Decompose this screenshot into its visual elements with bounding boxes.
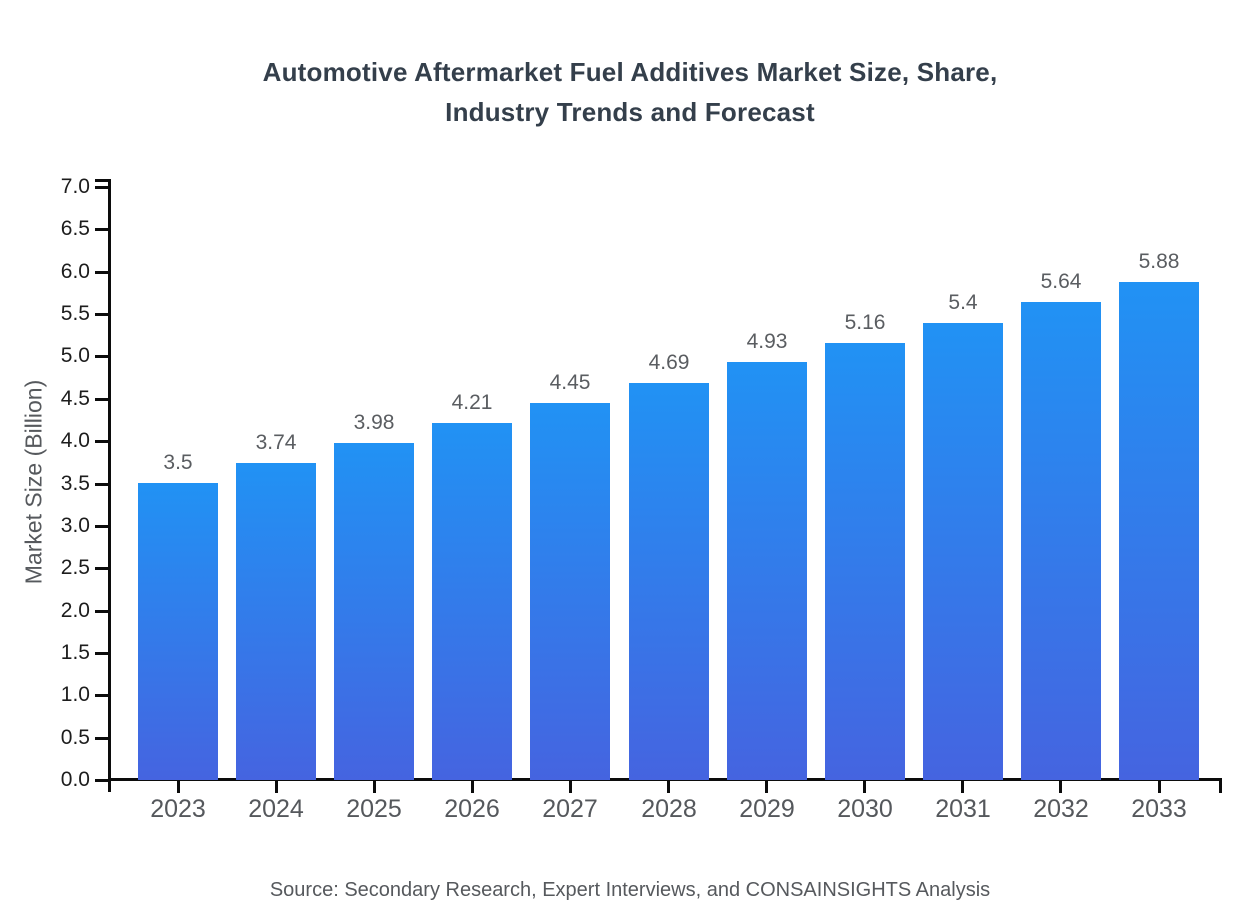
y-tick [95, 737, 110, 740]
chart-title: Automotive Aftermarket Fuel Additives Ma… [0, 52, 1260, 132]
y-tick-label: 2.5 [60, 556, 90, 579]
x-tick [373, 780, 376, 793]
bar-2031 [923, 323, 1003, 780]
y-tick [95, 186, 110, 189]
bar-value-label: 4.45 [549, 371, 591, 394]
x-tick-label: 2024 [248, 795, 304, 823]
y-tick [95, 398, 110, 401]
y-tick-label: 4.5 [60, 387, 90, 410]
bar-2028 [629, 383, 709, 780]
y-tick-label: 6.5 [60, 217, 90, 240]
y-tick [95, 525, 110, 528]
y-tick-label: 0.0 [60, 768, 90, 791]
y-tick [95, 567, 110, 570]
source-note: Source: Secondary Research, Expert Inter… [269, 879, 991, 901]
x-tick-label: 2028 [641, 795, 697, 823]
x-tick [569, 780, 572, 793]
bar-value-label: 5.16 [844, 311, 886, 334]
y-tick-label: 2.0 [60, 599, 90, 622]
bar-2030 [825, 343, 905, 780]
x-tick-label: 2033 [1131, 795, 1187, 823]
x-tick-label: 2032 [1033, 795, 1089, 823]
y-tick-label: 1.0 [60, 683, 90, 706]
y-tick-label: 3.5 [60, 472, 90, 495]
y-tick-label: 3.0 [60, 514, 90, 537]
x-tick [765, 780, 768, 793]
x-tick [961, 780, 964, 793]
bar-2032 [1021, 302, 1101, 780]
x-tick [1158, 780, 1161, 793]
y-tick [95, 271, 110, 274]
x-tick [275, 780, 278, 793]
y-tick-label: 5.5 [60, 302, 90, 325]
x-tick [177, 780, 180, 793]
bar-value-label: 5.64 [1040, 270, 1082, 293]
bar-value-label: 3.74 [255, 431, 297, 454]
bar-value-label: 5.88 [1138, 250, 1180, 273]
x-tick-label: 2030 [837, 795, 893, 823]
y-tick [95, 694, 110, 697]
y-tick [95, 652, 110, 655]
y-tick-label: 7.0 [60, 175, 90, 198]
y-axis-top-cap [95, 179, 110, 182]
bar-2027 [530, 403, 610, 780]
y-tick-label: 6.0 [60, 260, 90, 283]
bar-2029 [727, 362, 807, 780]
bar-2024 [236, 463, 316, 780]
y-tick-label: 1.5 [60, 641, 90, 664]
y-tick [95, 610, 110, 613]
bar-2023 [138, 483, 218, 780]
y-tick-label: 4.0 [60, 429, 90, 452]
x-tick-label: 2027 [542, 795, 598, 823]
bar-value-label: 5.4 [948, 291, 978, 314]
y-tick [95, 483, 110, 486]
chart-title-line2: Industry Trends and Forecast [445, 97, 815, 127]
bar-value-label: 4.21 [451, 391, 493, 414]
x-tick [471, 780, 474, 793]
bar-value-label: 4.69 [648, 351, 690, 374]
bar-value-label: 3.5 [163, 451, 193, 474]
y-tick [95, 440, 110, 443]
bar-2026 [432, 423, 512, 780]
x-tick-label: 2031 [935, 795, 991, 823]
bar-value-label: 3.98 [353, 411, 395, 434]
bar-value-label: 4.93 [746, 330, 788, 353]
x-tick-label: 2029 [739, 795, 795, 823]
x-tick [863, 780, 866, 793]
x-tick [667, 780, 670, 793]
bar-2025 [334, 443, 414, 780]
y-tick-label: 5.0 [60, 344, 90, 367]
x-tick [1059, 780, 1062, 793]
x-tick-label: 2025 [346, 795, 402, 823]
y-tick [95, 779, 110, 782]
x-tick-label: 2023 [150, 795, 206, 823]
chart-title-line1: Automotive Aftermarket Fuel Additives Ma… [262, 57, 998, 87]
x-axis-end-cap [1219, 778, 1222, 793]
bar-2033 [1119, 282, 1199, 780]
y-tick [95, 313, 110, 316]
y-tick [95, 228, 110, 231]
y-tick [95, 355, 110, 358]
x-tick-label: 2026 [444, 795, 500, 823]
y-tick-label: 0.5 [60, 726, 90, 749]
